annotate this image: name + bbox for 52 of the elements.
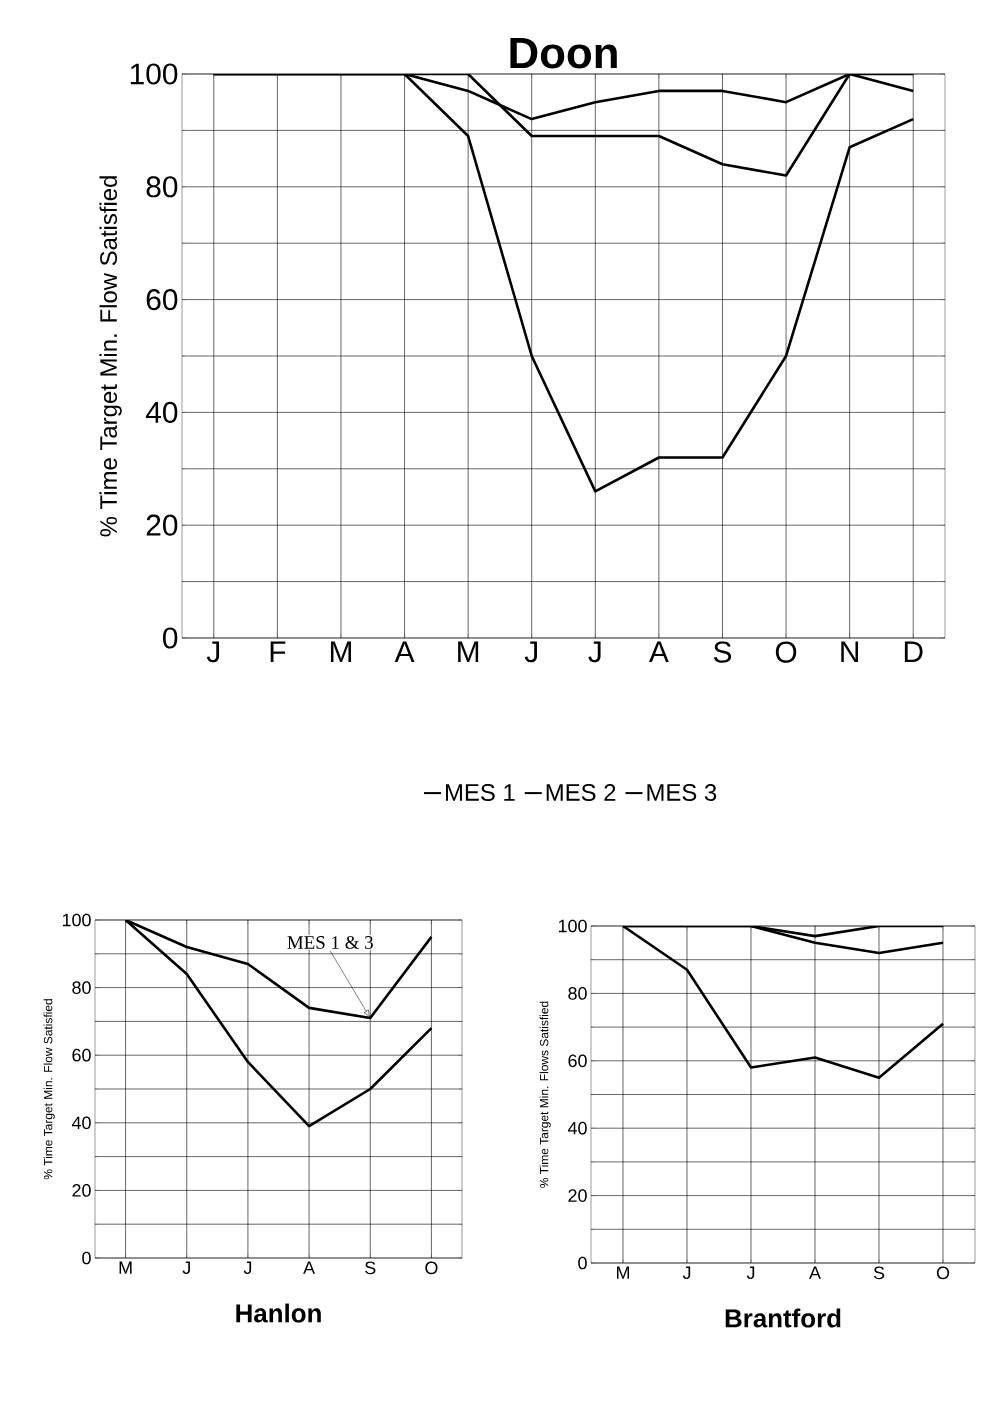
x-tick-label: J: [182, 1261, 190, 1275]
y-axis-title: % Time Target Min. Flows Satisfied: [539, 1001, 551, 1188]
x-tick-label: J: [682, 1266, 691, 1280]
annotation: MES 1 & 3: [287, 936, 373, 949]
y-tick-label: 40: [145, 401, 178, 423]
y-tick-label: 0: [578, 1256, 587, 1270]
y-axis-title: % Time Target Min. Flow Satisfied: [43, 999, 55, 1180]
text: Brantford: [725, 1308, 841, 1328]
x-tick-label: M: [458, 641, 479, 663]
x-tick-label: O: [425, 1261, 438, 1275]
x-tick-label: A: [303, 1261, 316, 1274]
x-tick-label: O: [775, 641, 797, 663]
x-tick-label: A: [394, 641, 415, 663]
x-tick-label: J: [746, 1266, 755, 1280]
x-tick-label: M: [617, 1266, 630, 1279]
chart-title: Doon: [510, 37, 617, 69]
y-tick-label: 100: [558, 919, 587, 933]
x-tick-label: M: [119, 1261, 132, 1274]
x-tick-label: O: [936, 1266, 950, 1280]
legend-label: MES 3: [647, 784, 717, 801]
y-tick-label: 80: [72, 981, 91, 994]
legend-label: MES 1: [445, 784, 515, 801]
y-tick-label: 100: [62, 913, 91, 927]
x-tick-label: A: [648, 641, 669, 663]
x-tick-label: S: [873, 1266, 885, 1280]
y-tick-label: 40: [71, 1116, 91, 1130]
y-axis-title: % Time Target Min. Flow Satisfied: [99, 176, 122, 537]
y-tick-label: 100: [130, 63, 178, 85]
y-tick-label: 20: [72, 1184, 91, 1197]
y-tick-label: 60: [72, 1048, 91, 1062]
y-tick-label: 60: [568, 1054, 587, 1068]
y-tick-label: 0: [82, 1251, 91, 1265]
legend-label: MES 2: [546, 784, 616, 801]
x-tick-label: A: [809, 1266, 821, 1279]
y-tick-label: 0: [163, 627, 178, 649]
x-tick-label: M: [330, 641, 351, 663]
y-tick-label: 20: [568, 1189, 587, 1202]
x-tick-label: J: [206, 641, 220, 663]
y-tick-label: 60: [146, 289, 178, 311]
x-tick-label: F: [270, 641, 286, 663]
y-tick-label: 80: [568, 987, 587, 1000]
y-tick-label: 20: [146, 514, 178, 536]
x-tick-label: J: [243, 1261, 252, 1275]
x-tick-label: N: [841, 641, 858, 663]
text: Hanlon: [236, 1303, 321, 1323]
x-tick-label: D: [904, 641, 923, 663]
y-tick-label: 80: [146, 176, 178, 198]
y-tick-label: 40: [567, 1121, 587, 1135]
x-tick-label: S: [365, 1261, 376, 1275]
x-tick-label: J: [524, 641, 537, 663]
x-tick-label: J: [588, 641, 601, 663]
x-tick-label: S: [713, 641, 732, 663]
